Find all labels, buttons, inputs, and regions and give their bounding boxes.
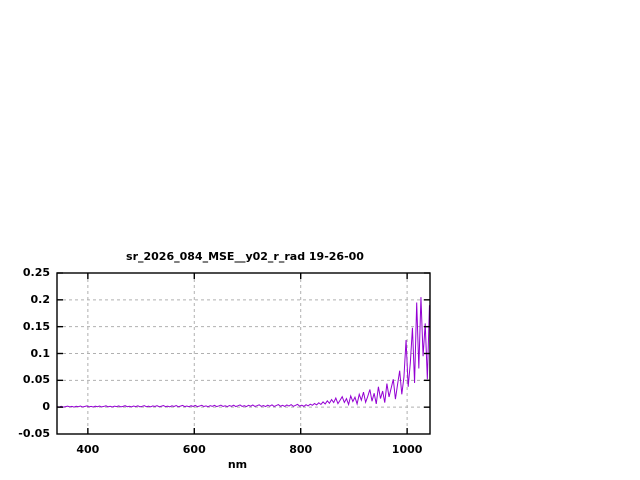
x-axis-label: nm — [227, 458, 248, 471]
y-tick-label: 0.05 — [22, 373, 50, 387]
data-series-line — [56, 297, 430, 408]
y-tick-label: 0.25 — [22, 266, 50, 279]
y-tick-label: 0.1 — [30, 346, 51, 360]
y-tick-label: 0 — [42, 400, 50, 414]
data-series-layer — [56, 297, 430, 408]
y-tick-label: -0.05 — [18, 427, 50, 440]
x-tick-label: 800 — [289, 443, 313, 456]
x-tick-label: 600 — [182, 443, 206, 456]
chart-title: sr_2026_084_MSE__y02_r_rad 19-26-00 — [126, 250, 364, 263]
x-tick-label: 1000 — [391, 443, 423, 456]
y-tick-label: 0.2 — [30, 292, 51, 306]
y-tick-label: 0.15 — [22, 319, 50, 333]
x-tick-label: 400 — [76, 443, 100, 456]
tick-marks — [57, 272, 430, 434]
grid-layer — [57, 273, 430, 434]
